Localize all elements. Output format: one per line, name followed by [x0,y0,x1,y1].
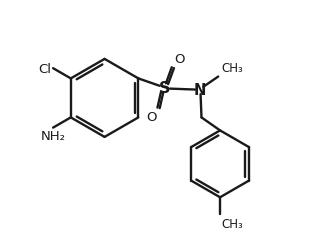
Text: CH₃: CH₃ [221,61,243,74]
Text: O: O [174,53,185,66]
Text: NH₂: NH₂ [41,130,66,143]
Text: O: O [146,110,157,123]
Text: S: S [159,81,170,96]
Text: CH₃: CH₃ [221,217,243,230]
Text: Cl: Cl [38,62,51,75]
Text: N: N [194,83,206,98]
